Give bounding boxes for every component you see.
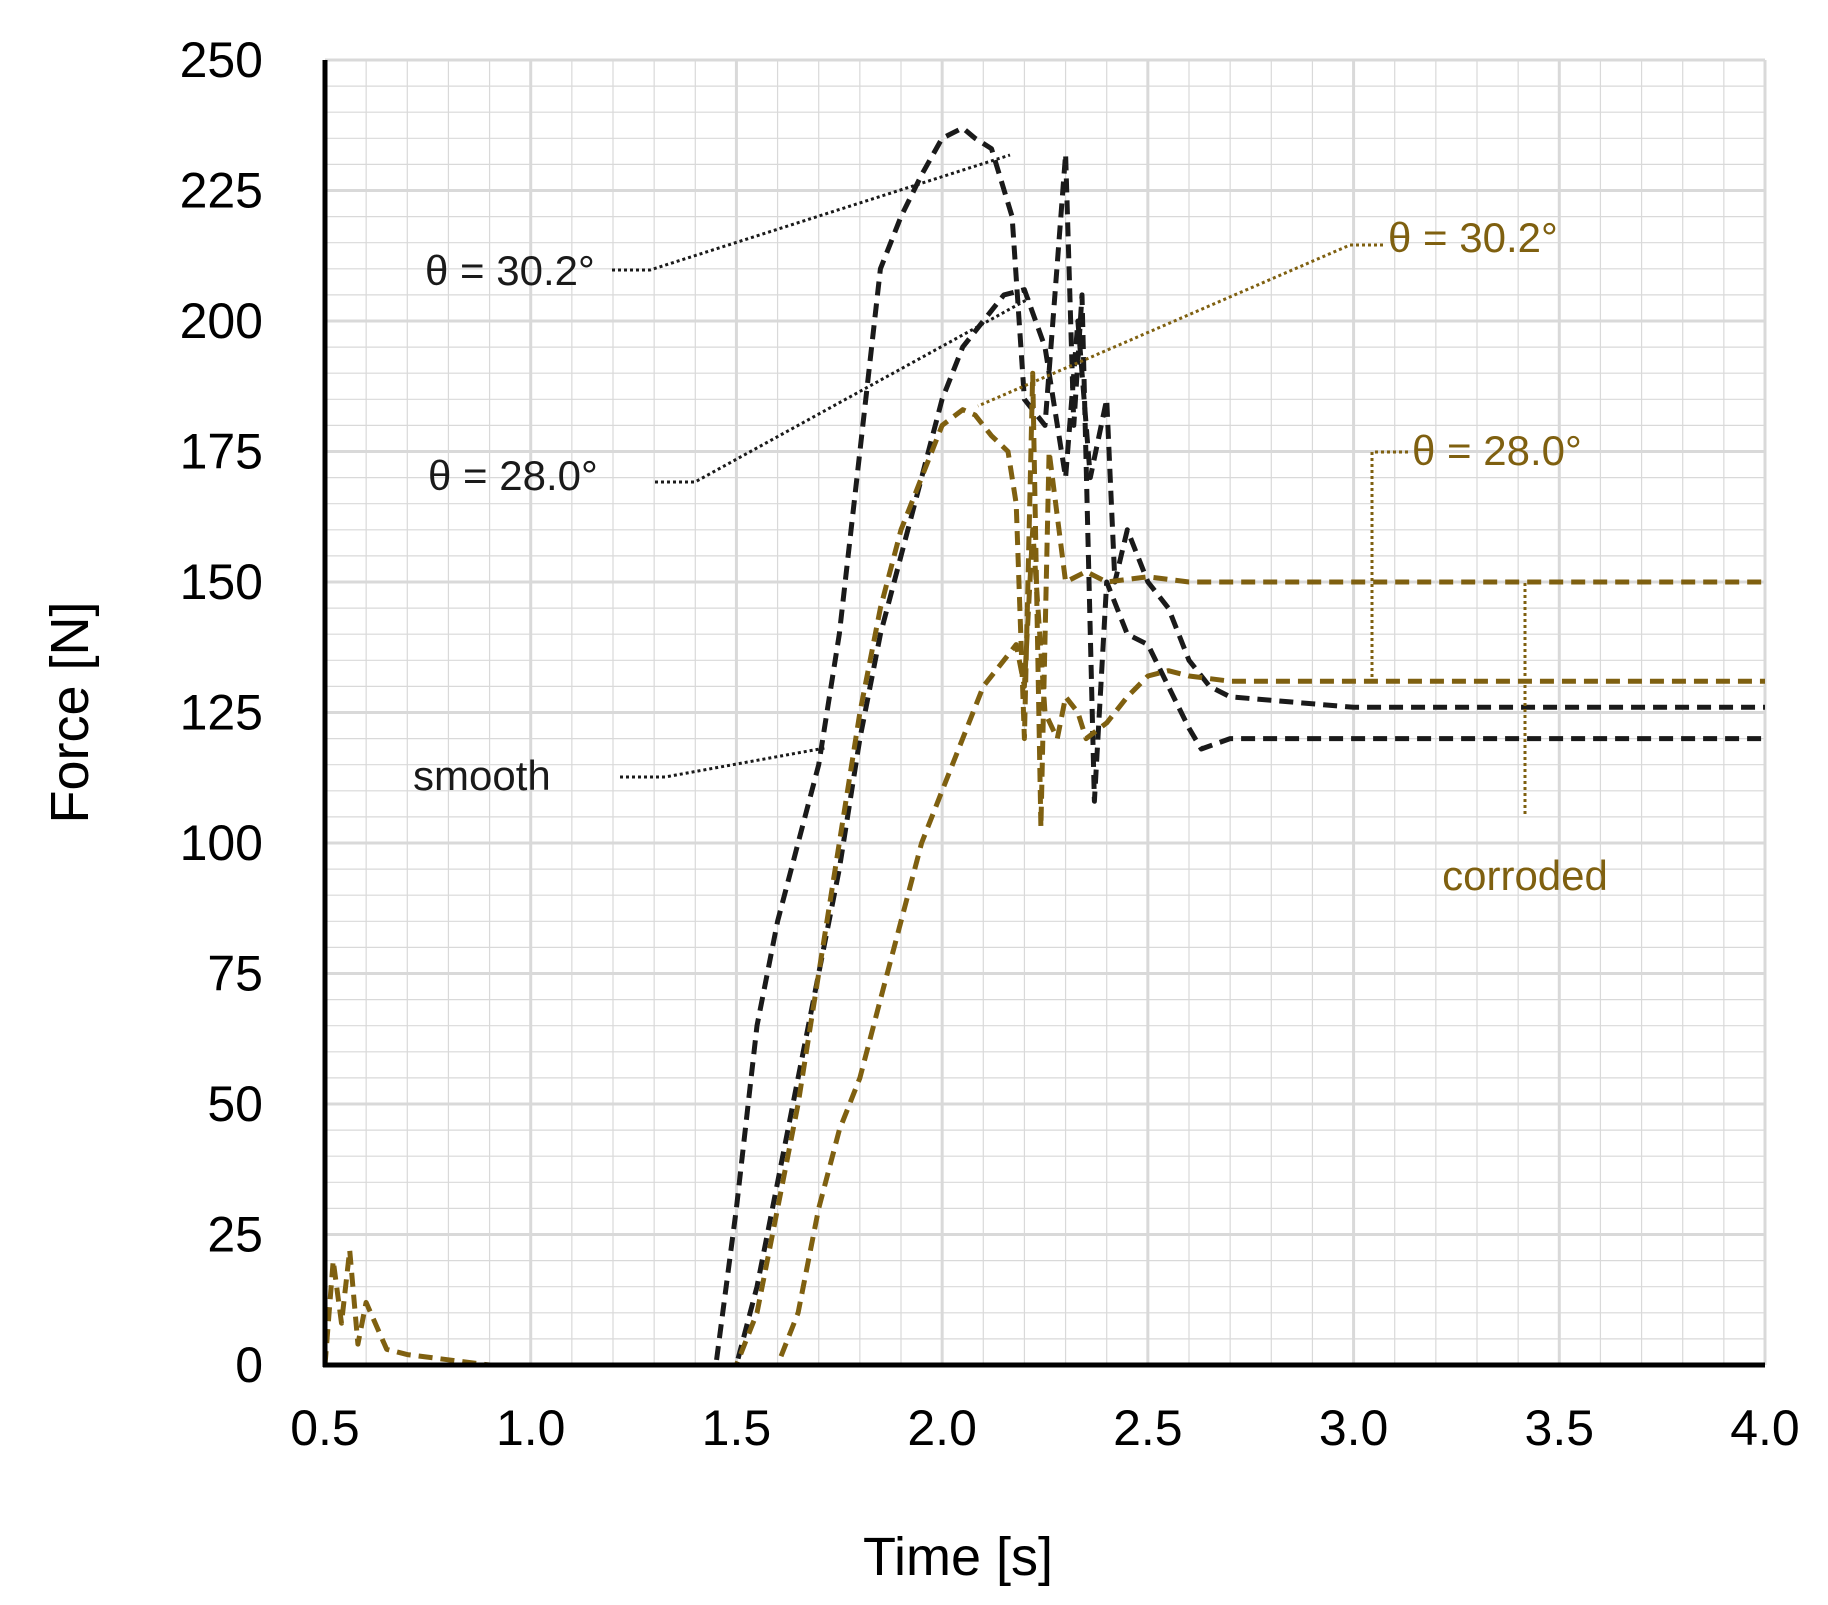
y-tick-label: 50 [207,1076,263,1132]
annotation-label-smooth: θ = 28.0° [428,452,598,499]
x-tick-label: 1.5 [702,1400,772,1456]
y-tick-label: 100 [180,815,263,871]
series-lines [322,125,1765,1368]
annotations: θ = 30.2° θ = 28.0° smooth θ = 30.2° θ = 28.… [413,214,1608,899]
annotation-leader-line [1370,450,1408,680]
y-tick-label: 150 [180,554,263,610]
y-tick-label: 25 [207,1207,263,1263]
annotation-label-smooth: smooth [413,752,551,799]
y-tick-label: 75 [207,946,263,1002]
x-tick-label: 2.0 [907,1400,977,1456]
x-tick-label: 4.0 [1730,1400,1800,1456]
annotation-label-corroded: θ = 30.2° [1388,214,1558,261]
x-tick-label: 2.5 [1113,1400,1183,1456]
annotation-leader-line [977,243,1383,408]
y-tick-label: 250 [180,32,263,88]
annotation-label-smooth: θ = 30.2° [425,247,595,294]
x-tick-label: 3.5 [1525,1400,1595,1456]
annotation-leader-line [620,746,826,779]
annotation-label-corroded: θ = 28.0° [1412,427,1582,474]
y-tick-label: 0 [235,1337,263,1393]
x-tick-label: 3.0 [1319,1400,1389,1456]
y-tick-label: 225 [180,163,263,219]
tick-labels: 0.5 1.0 1.5 2.0 2.5 3.0 3.5 4.0 0 25 50 75 100 125 150… [180,32,1800,1456]
grid-lines [323,58,1767,1367]
x-tick-label: 1.0 [496,1400,566,1456]
y-tick-label: 175 [180,424,263,480]
x-axis-title: Time [s] [863,1527,1053,1587]
annotation-leader-line [655,296,1031,484]
axes [322,60,1765,1368]
y-tick-label: 200 [180,293,263,349]
annotation-label-corroded: corroded [1442,852,1608,899]
x-tick-label: 0.5 [290,1400,360,1456]
y-tick-label: 125 [180,685,263,741]
y-axis-title: Force [N] [40,601,100,823]
series-line-smooth-1 [325,125,1765,1368]
series-line-corroded-4 [325,527,1765,1368]
series-line-corroded-3 [322,370,1765,1368]
annotation-leader-line [612,153,1011,272]
annotation-leaders [612,153,1527,815]
